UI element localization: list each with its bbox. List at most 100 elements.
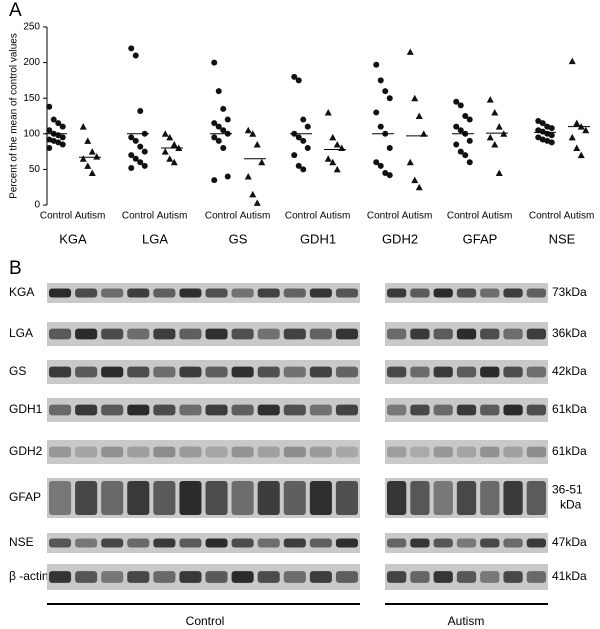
blot-band (433, 446, 453, 458)
blot-membrane (47, 283, 360, 303)
blot-band (335, 571, 358, 583)
blot-band (410, 446, 430, 458)
blot-band (309, 328, 332, 340)
data-point (291, 73, 298, 80)
protein-label: β -actin (9, 569, 49, 583)
data-point (249, 130, 257, 137)
blot-band (335, 288, 358, 298)
y-tick-label: 50 (29, 164, 41, 175)
blot-band (257, 446, 280, 458)
y-axis-title: Percent of the mean of control values (9, 33, 20, 199)
size-label: 47kDa (552, 535, 587, 549)
data-point (329, 133, 337, 141)
blot-band (75, 404, 98, 416)
blot-band (101, 328, 124, 340)
blot-band (101, 571, 124, 583)
data-point (170, 140, 178, 148)
data-point (466, 116, 473, 123)
group-label: GS (229, 231, 248, 246)
data-point (211, 59, 218, 66)
blot-band (526, 328, 546, 340)
blot-band (205, 404, 228, 416)
blot-band (75, 446, 98, 458)
data-point (258, 158, 266, 166)
blot-band (526, 538, 546, 548)
blot-band (153, 571, 176, 583)
blot-band (101, 404, 124, 416)
size-label: 36kDa (552, 326, 587, 340)
blot-band (503, 288, 523, 298)
blot-band (49, 328, 72, 340)
blot-band (503, 538, 523, 548)
protein-label: GS (9, 364, 26, 378)
blot-band (335, 538, 358, 548)
data-point (324, 155, 332, 162)
data-point (79, 123, 87, 130)
series-label: Autism (75, 211, 106, 222)
data-point (535, 134, 542, 141)
data-point (386, 95, 393, 102)
blot-band (231, 328, 254, 340)
blot-band (387, 288, 407, 298)
data-point (462, 113, 469, 119)
blot-band (101, 288, 124, 298)
blot-band (101, 446, 124, 458)
series-label: Control (447, 211, 479, 222)
blot-band (205, 571, 228, 583)
blot-band (257, 481, 280, 515)
data-point (84, 162, 92, 169)
y-tick-label: 200 (23, 57, 40, 68)
blot-band (309, 481, 332, 515)
protein-label: NSE (9, 535, 34, 549)
data-point (137, 143, 144, 150)
data-point (411, 176, 419, 184)
data-point (373, 61, 380, 68)
blot-band (503, 571, 523, 583)
blot-band (257, 571, 280, 583)
blot-band (309, 404, 332, 416)
data-point (295, 162, 302, 169)
blot-band (231, 288, 254, 298)
blot-band (283, 481, 306, 515)
blot-band (283, 366, 306, 378)
blot-band (309, 571, 332, 583)
data-point (215, 88, 222, 95)
data-point (491, 140, 499, 148)
data-point (291, 152, 298, 159)
blot-band (179, 366, 202, 378)
blot-membrane (47, 564, 360, 590)
blot-band (410, 571, 430, 583)
blot-band (231, 481, 254, 515)
data-point (329, 158, 337, 166)
blot-band (205, 446, 228, 458)
protein-label: KGA (9, 285, 34, 299)
data-point (466, 137, 473, 144)
data-point (59, 134, 66, 141)
blot-band (153, 481, 176, 515)
data-point (582, 126, 590, 134)
blot-band (101, 538, 124, 548)
blot-band (75, 328, 98, 340)
data-point (220, 145, 227, 152)
blot-band (257, 404, 280, 416)
blot-band (153, 404, 176, 416)
blot-band (480, 538, 500, 548)
series-label: Autism (240, 211, 271, 222)
blot-band (127, 538, 150, 548)
data-point (486, 96, 494, 103)
blot-band (503, 481, 523, 515)
data-point (253, 140, 261, 148)
data-point (46, 136, 53, 143)
series-label: Control (285, 211, 317, 222)
data-point (382, 88, 389, 95)
data-point (457, 148, 464, 155)
blot-band (179, 538, 202, 548)
size-label: 41kDa (552, 569, 587, 583)
blot-band (257, 366, 280, 378)
blot-band (480, 328, 500, 340)
data-point (215, 123, 222, 130)
blot-band (127, 446, 150, 458)
panel-label: B (9, 258, 22, 279)
data-point (539, 120, 546, 127)
blot-band (231, 571, 254, 583)
